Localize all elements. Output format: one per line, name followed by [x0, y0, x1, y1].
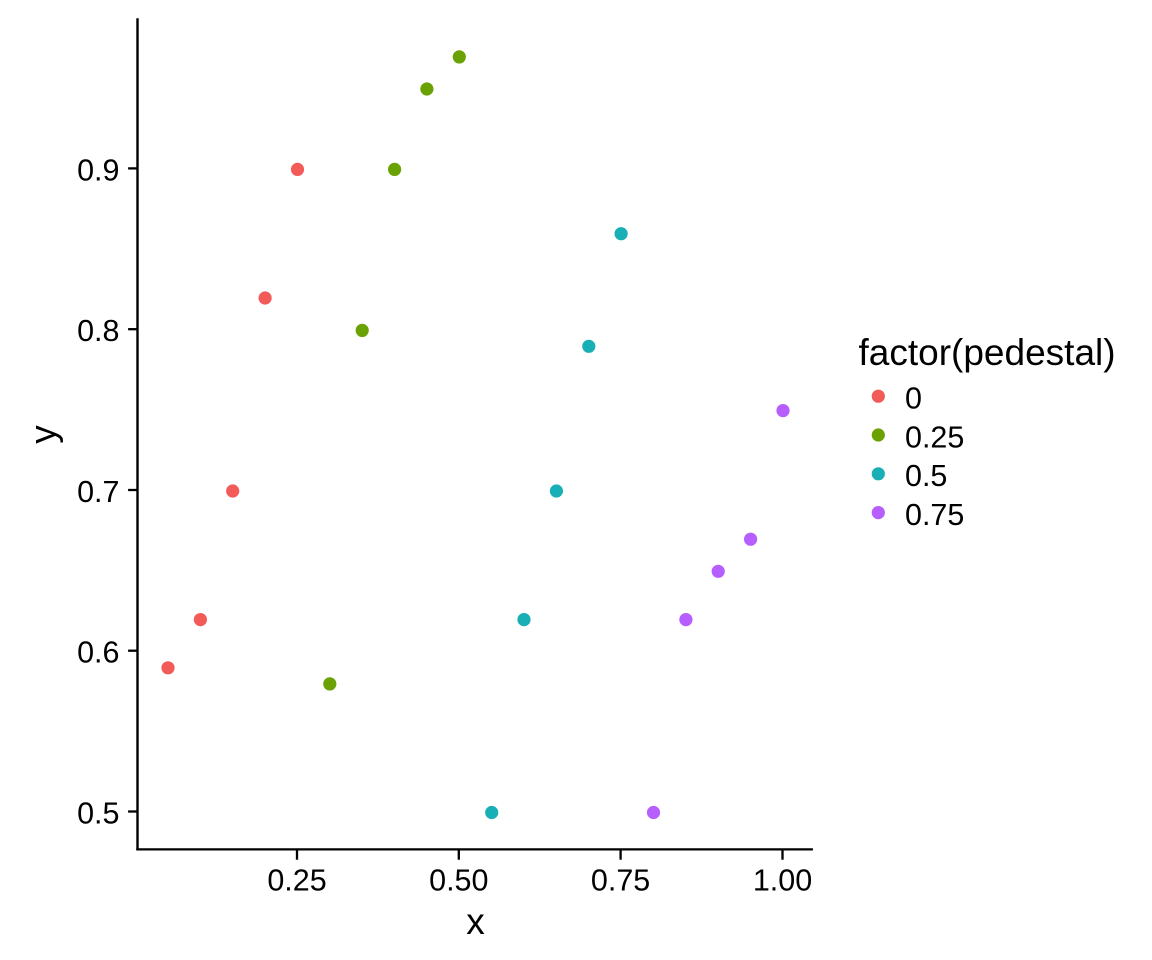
- svg-text:0.8: 0.8: [77, 314, 119, 348]
- svg-text:0.6: 0.6: [77, 636, 119, 670]
- svg-text:0: 0: [905, 382, 922, 416]
- svg-text:0.7: 0.7: [77, 475, 119, 509]
- svg-text:y: y: [23, 425, 64, 444]
- svg-text:0.5: 0.5: [77, 797, 119, 831]
- svg-text:factor(pedestal): factor(pedestal): [859, 332, 1116, 373]
- svg-text:1.00: 1.00: [753, 864, 812, 898]
- svg-text:0.75: 0.75: [905, 498, 964, 532]
- svg-text:0.50: 0.50: [429, 864, 488, 898]
- svg-text:0.25: 0.25: [267, 864, 326, 898]
- svg-text:0.75: 0.75: [591, 864, 650, 898]
- svg-text:0.9: 0.9: [77, 153, 119, 187]
- svg-text:0.5: 0.5: [905, 459, 947, 493]
- svg-text:x: x: [466, 901, 485, 942]
- svg-text:0.25: 0.25: [905, 420, 964, 454]
